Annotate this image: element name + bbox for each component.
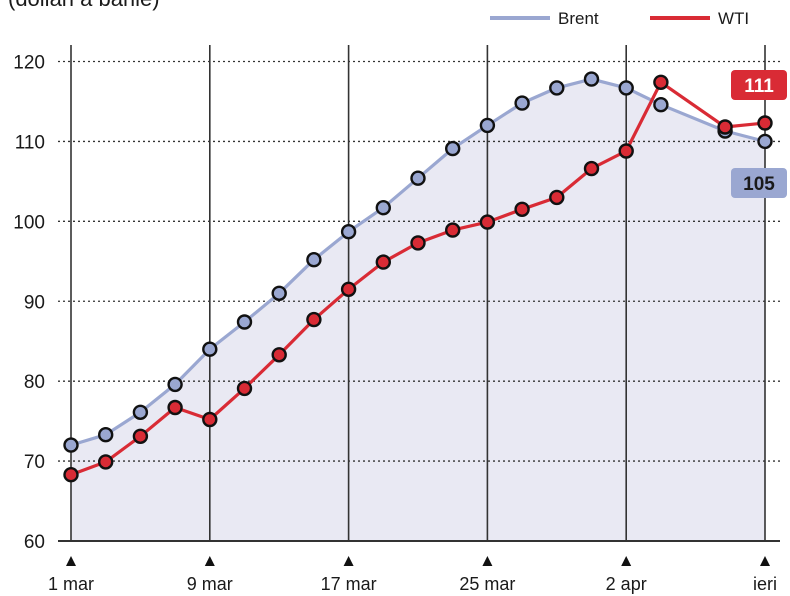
x-tick-label: 1 mar: [48, 574, 94, 594]
brent-data-point: [97, 427, 114, 443]
wti-data-point: [549, 189, 565, 206]
wti-data-point: [63, 467, 79, 483]
x-tick-label: 17 mar: [321, 574, 377, 594]
wti-data-point: [410, 235, 426, 251]
brent-data-point: [340, 223, 357, 240]
brent-data-point: [583, 71, 600, 87]
wti-legend-label: WTI: [718, 9, 749, 28]
brent-end-label: 105: [743, 174, 775, 195]
x-tick-label: 2 apr: [606, 574, 647, 594]
brent-area-fill: [71, 79, 765, 541]
brent-data-point: [549, 80, 565, 96]
wti-data-point: [757, 115, 773, 131]
legend: Brent WTI: [490, 9, 749, 28]
wti-data-point: [306, 311, 322, 328]
brent-data-point: [410, 170, 426, 186]
x-tick-marker: [204, 556, 215, 566]
brent-data-point: [271, 285, 287, 301]
x-tick-label: 9 mar: [187, 574, 233, 594]
brent-end-badge: 105: [731, 168, 787, 198]
brent-data-point: [514, 95, 530, 111]
brent-data-point: [479, 117, 496, 134]
wti-data-point: [717, 119, 733, 135]
wti-data-point: [132, 428, 149, 444]
wti-data-point: [653, 74, 669, 91]
wti-data-point: [583, 160, 600, 177]
wti-data-point: [271, 347, 287, 363]
x-tick-marker: [66, 556, 76, 566]
brent-data-point: [757, 133, 773, 150]
brent-end-badge-box: [731, 168, 787, 198]
brent-data-point: [167, 376, 183, 393]
brent-data-point: [202, 341, 218, 357]
chart-title: (dollari a barile): [8, 0, 160, 11]
x-tick-label: 25 mar: [459, 574, 515, 594]
wti-end-badge: 111: [731, 70, 787, 100]
brent-data-point: [653, 96, 669, 113]
wti-data-point: [167, 399, 183, 416]
end-labels: 111 105: [731, 70, 787, 198]
wti-end-badge-box: [731, 70, 787, 100]
y-tick-label: 80: [24, 372, 45, 393]
y-tick-label: 70: [24, 452, 45, 473]
wti-data-point: [479, 214, 496, 230]
wti-data-point: [618, 143, 634, 159]
wti-data-point: [375, 254, 391, 270]
chart-points: [63, 71, 773, 483]
chart-area: [71, 79, 765, 541]
wti-data-point: [97, 454, 114, 470]
wti-data-point: [514, 201, 530, 218]
wti-data-point: [445, 222, 461, 238]
brent-data-point: [375, 199, 391, 216]
x-tick-marker: [621, 556, 632, 566]
wti-data-point: [236, 380, 253, 397]
x-tick-marker: [482, 556, 493, 566]
brent-legend-label: Brent: [558, 9, 599, 28]
chart-ticks: 60 70 80 90 100 110 120 1 mar 9 mar 17 mar 25 mar 2…: [13, 53, 777, 595]
brent-data-point: [618, 80, 634, 96]
brent-data-point: [445, 140, 461, 157]
y-tick-label: 60: [24, 532, 45, 553]
brent-data-point: [306, 252, 322, 268]
y-tick-label: 100: [13, 212, 45, 233]
x-tick-label: ieri: [753, 574, 777, 594]
y-tick-label: 90: [24, 292, 45, 313]
brent-data-point: [236, 314, 253, 330]
x-tick-marker: [760, 556, 770, 566]
x-tick-marker: [343, 556, 354, 566]
y-tick-label: 110: [15, 132, 45, 153]
wti-end-label: 111: [744, 76, 774, 97]
wti-data-point: [340, 281, 357, 297]
wti-data-point: [202, 411, 218, 428]
y-tick-label: 120: [13, 53, 45, 74]
brent-data-point: [132, 404, 149, 420]
brent-data-point: [63, 437, 79, 453]
